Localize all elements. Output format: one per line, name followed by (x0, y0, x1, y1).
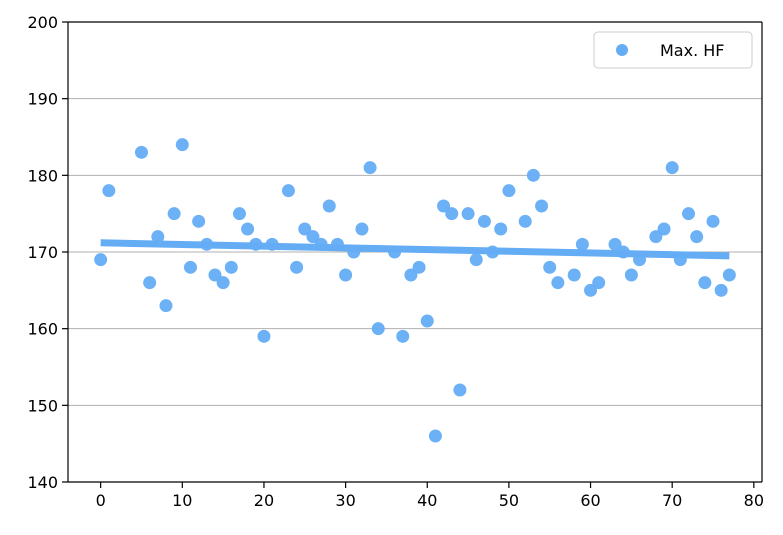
data-point (535, 199, 549, 213)
data-point (673, 253, 687, 267)
data-point (298, 222, 312, 236)
legend-marker (616, 44, 628, 56)
x-tick-label: 40 (417, 491, 437, 510)
data-point (592, 276, 606, 290)
data-point (355, 222, 369, 236)
data-point (257, 329, 271, 343)
x-axis-ticks: 0 10 20 30 40 50 60 70 80 (96, 482, 764, 510)
data-point (363, 161, 377, 175)
data-point (518, 214, 532, 228)
data-point (339, 268, 353, 282)
data-point (567, 268, 581, 282)
x-tick-label: 70 (662, 491, 682, 510)
y-axis-ticks: 140 150 160 170 180 190 200 (27, 13, 68, 492)
data-point (347, 245, 361, 259)
data-point (575, 237, 589, 251)
y-tick-label: 150 (27, 396, 58, 415)
data-point (412, 260, 426, 274)
data-point (657, 222, 671, 236)
y-tick-label: 180 (27, 166, 58, 185)
data-point (371, 322, 385, 336)
y-tick-label: 200 (27, 13, 58, 32)
data-point (633, 253, 647, 267)
legend-box (593, 31, 753, 69)
x-tick-label: 20 (254, 491, 274, 510)
data-point (722, 268, 736, 282)
data-point (314, 237, 328, 251)
data-point (502, 184, 516, 198)
data-point (624, 268, 638, 282)
y-tick-label: 160 (27, 320, 58, 339)
data-point (396, 329, 410, 343)
data-point (306, 230, 320, 244)
data-point (665, 161, 679, 175)
data-point (551, 276, 565, 290)
x-tick-label: 80 (744, 491, 764, 510)
data-point (200, 237, 214, 251)
data-point (290, 260, 304, 274)
data-point (690, 230, 704, 244)
x-tick-label: 60 (580, 491, 600, 510)
data-point (584, 283, 598, 297)
data-point (265, 237, 279, 251)
data-point (159, 299, 173, 313)
x-tick-label: 10 (172, 491, 192, 510)
data-point (249, 237, 263, 251)
data-point (437, 199, 451, 213)
data-point (388, 245, 402, 259)
data-point (543, 260, 557, 274)
y-tick-label: 170 (27, 243, 58, 262)
data-point (183, 260, 197, 274)
data-point (134, 145, 148, 159)
y-tick-label: 190 (27, 90, 58, 109)
scatter-points (94, 138, 736, 443)
data-point (714, 283, 728, 297)
data-point (608, 237, 622, 251)
data-point (649, 230, 663, 244)
data-point (616, 245, 630, 259)
data-point (445, 207, 459, 221)
data-point (469, 253, 483, 267)
data-point (494, 222, 508, 236)
data-point (241, 222, 255, 236)
x-tick-label: 50 (499, 491, 519, 510)
legend-label: Max. HF (660, 41, 724, 60)
data-point (428, 429, 442, 443)
data-point (461, 207, 475, 221)
data-point (453, 383, 467, 397)
trendline (100, 239, 730, 260)
data-point (420, 314, 434, 328)
data-point (322, 199, 336, 213)
data-point (486, 245, 500, 259)
data-point (224, 260, 238, 274)
data-point (94, 253, 108, 267)
data-point (706, 214, 720, 228)
trendline-layer (100, 239, 730, 260)
y-tick-label: 140 (27, 473, 58, 492)
data-point (477, 214, 491, 228)
data-point (404, 268, 418, 282)
data-point (102, 184, 116, 198)
data-point (216, 276, 230, 290)
legend: Max. HF (593, 31, 753, 69)
data-point (698, 276, 712, 290)
data-point (281, 184, 295, 198)
data-point (167, 207, 181, 221)
data-point (175, 138, 189, 152)
data-point (208, 268, 222, 282)
data-point (143, 276, 157, 290)
x-tick-label: 0 (96, 491, 106, 510)
data-point (232, 207, 246, 221)
data-point (192, 214, 206, 228)
data-point (151, 230, 165, 244)
data-point (330, 237, 344, 251)
data-point (526, 168, 540, 182)
x-tick-label: 30 (335, 491, 355, 510)
data-point (682, 207, 696, 221)
